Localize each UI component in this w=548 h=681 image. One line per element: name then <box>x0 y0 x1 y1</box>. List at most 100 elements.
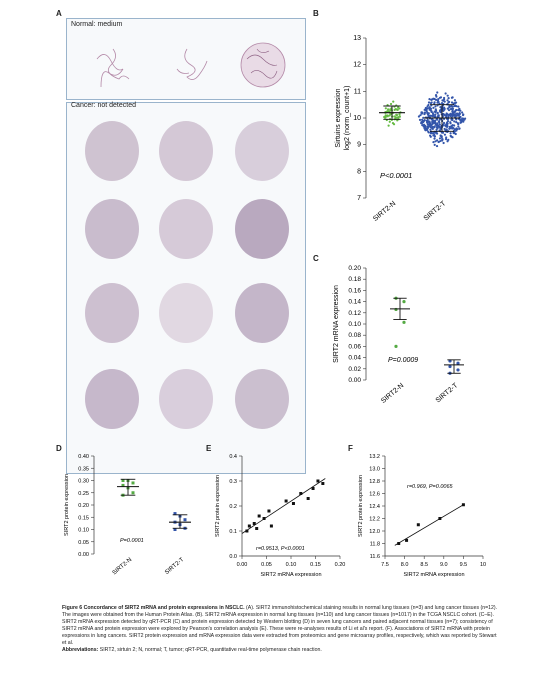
sirt2-n-point <box>384 107 387 110</box>
sirt2-n-point <box>394 116 397 119</box>
y-tick-label: 11.6 <box>370 554 380 560</box>
sirt2-t-point <box>420 118 424 121</box>
sirt2-t-point <box>431 121 434 124</box>
x-tick-label: SIRT2-N <box>112 557 134 577</box>
y-tick-label: 0.15 <box>78 515 89 521</box>
sirt2-t-point <box>462 120 465 123</box>
sirt2-t-point <box>438 96 442 99</box>
y-tick-label: 0.3 <box>229 479 237 485</box>
sirt2-t-point <box>449 122 452 125</box>
sirt2-n-point <box>389 108 392 111</box>
sirt2-t-point <box>455 108 458 112</box>
y-tick-label: 12.2 <box>369 517 380 523</box>
data-point <box>405 538 409 542</box>
sirt2-t-point <box>418 118 422 121</box>
sirt2-t-point <box>435 132 439 135</box>
sirt2-n-point <box>402 300 406 304</box>
sirt2-t-point <box>426 118 429 122</box>
y-tick-label: 0.0 <box>229 554 237 560</box>
figure-caption: Figure 6 Concordance of SIRT2 mRNA and p… <box>62 605 502 654</box>
chart-e-correlation: 0.0 0.1 0.2 0.3 0.4 0.00 0.05 0.10 0.15 0.20 SIRT2… <box>215 454 345 578</box>
sirt2-t-point <box>434 123 437 126</box>
data-point <box>247 524 251 528</box>
panel-d-letter: D <box>56 444 62 453</box>
tissue-core <box>85 199 139 259</box>
y-tick-label: 0.40 <box>78 454 89 460</box>
sirt2-t-point <box>449 112 452 116</box>
sirt2-t-point <box>454 104 457 107</box>
sirt2-t-point <box>429 122 432 125</box>
sirt2-t-point <box>429 131 433 135</box>
sirt2-t-point <box>446 107 449 110</box>
y-tick-label: 10 <box>353 115 361 122</box>
sirt2-t-point <box>457 123 460 126</box>
sirt2-t-point <box>434 113 437 116</box>
x-tick-label: 7.5 <box>381 562 389 568</box>
sirt2-t-point <box>445 136 448 139</box>
sirt2-t-point <box>458 112 461 116</box>
sirt2-t-point <box>453 99 457 102</box>
sirt2-t-point <box>443 113 446 116</box>
sirt2-n-point <box>398 115 401 118</box>
sirt2-t-point <box>435 126 439 129</box>
sirt2-t-point <box>447 97 450 100</box>
y-tick-label: 0.2 <box>229 504 237 510</box>
sirt2-t-point <box>420 111 423 114</box>
sirt2-t-point <box>434 105 437 108</box>
correlation-stat-label: r=0.969, P=0.0065 <box>407 484 454 490</box>
tissue-core <box>235 121 289 181</box>
data-point <box>267 509 271 513</box>
sirt2-t-point <box>431 118 434 121</box>
sirt2-t-point <box>435 95 438 98</box>
sirt2-n-point <box>386 114 389 117</box>
sirt2-t-point <box>432 106 435 109</box>
y-tick-label: 11.8 <box>370 542 380 548</box>
y-tick-label: 0.16 <box>348 287 361 294</box>
sirt2-t-point <box>433 115 436 118</box>
sirt2-t-point <box>424 107 427 110</box>
x-tick-label: 8.5 <box>420 562 428 568</box>
data-point <box>252 522 256 525</box>
data-point <box>311 487 315 490</box>
sirt2-t-point <box>450 96 454 99</box>
sirt2-t-point <box>426 126 430 129</box>
sirt2-t-point <box>433 131 437 134</box>
sirt2-t-point <box>424 128 427 131</box>
y-tick-label: 0.02 <box>348 366 361 373</box>
normal-tissue-label: Normal: medium <box>71 21 123 28</box>
tissue-core <box>159 283 213 343</box>
y-tick-label: 0.1 <box>229 529 237 535</box>
x-tick-label: SIRT2-N <box>372 200 397 223</box>
sirt2-t-point <box>459 118 463 121</box>
y-tick-label: 12 <box>353 62 361 69</box>
sirt2-n-point <box>397 116 400 119</box>
y-tick-label: 0.35 <box>78 466 89 472</box>
sirt2-t-point <box>438 137 442 140</box>
sirt2-t-point <box>450 101 454 104</box>
sirt2-n-point <box>386 108 390 111</box>
sirt2-n-point <box>131 491 135 495</box>
x-tick-label: 9.5 <box>460 562 468 568</box>
y-tick-label: 0.4 <box>229 454 237 460</box>
sirt2-t-point <box>449 127 452 130</box>
sirt2-n-point <box>394 307 398 312</box>
sirt2-n-point <box>131 481 135 485</box>
sirt2-n-point <box>397 106 400 109</box>
sirt2-n-point <box>383 116 387 119</box>
sirt2-t-point <box>427 112 430 115</box>
sirt2-t-point <box>458 109 462 112</box>
sirt2-t-point <box>433 137 436 140</box>
x-tick-label: 8.0 <box>401 562 409 568</box>
data-point <box>306 497 310 500</box>
sirt2-t-point <box>455 118 458 121</box>
tissue-core <box>235 369 289 429</box>
x-tick-label: 0.10 <box>286 562 297 568</box>
sirt2-t-point <box>445 121 449 124</box>
cancer-tissue-label: Cancer: not detected <box>71 102 136 109</box>
sirt2-t-point <box>441 99 445 102</box>
sirt2-t-point <box>448 104 451 108</box>
y-tick-label: 0.14 <box>348 299 361 306</box>
sirt2-t-point <box>445 125 448 128</box>
tissue-core <box>159 369 213 429</box>
sirt2-t-point <box>449 105 453 108</box>
